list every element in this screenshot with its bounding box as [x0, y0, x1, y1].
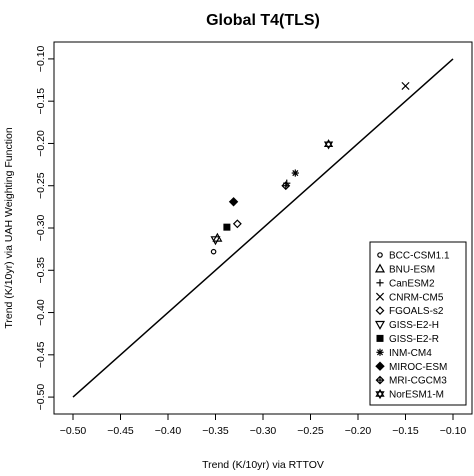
legend-label: BNU-ESM [389, 265, 435, 276]
legend-marker [374, 263, 386, 273]
y-tick-label: −0.15 [35, 88, 47, 115]
data-point [232, 219, 242, 229]
legend-marker [375, 306, 385, 316]
x-tick-label: −0.50 [60, 425, 87, 437]
data-point [401, 81, 410, 90]
x-axis-ticks: −0.50 −0.45 −0.40 −0.35 −0.30 −0.25 −0.20 −0.15… [60, 414, 467, 437]
legend-label: INM-CM4 [389, 348, 432, 359]
y-tick-label: −0.10 [35, 45, 47, 72]
legend-label: FGOALS-s2 [389, 306, 444, 317]
legend-marker [375, 292, 385, 301]
legend-box [369, 241, 467, 406]
legend-label: CanESM2 [389, 278, 435, 289]
x-tick-label: −0.25 [297, 425, 324, 437]
x-tick-label: −0.10 [440, 425, 467, 437]
legend-marker [374, 320, 386, 330]
y-axis-ticks: −0.50 −0.45 −0.40 −0.35 −0.30 −0.25 −0.20 −0.15… [35, 45, 54, 410]
data-point [210, 248, 217, 255]
legend-label: MIROC-ESM [389, 362, 447, 373]
y-tick-label: −0.25 [35, 172, 47, 199]
x-tick-label: −0.45 [107, 425, 134, 437]
one-to-one-line [72, 58, 454, 398]
x-axis-label: Trend (K/10yr) via RTTOV [202, 459, 324, 471]
y-tick-label: −0.30 [35, 215, 47, 242]
legend-label: GISS-E2-H [389, 320, 439, 331]
y-tick-label: −0.50 [35, 384, 47, 411]
y-axis-label: Trend (K/10yr) via UAH Weighting Functio… [3, 127, 15, 328]
chart-title: Global T4(TLS) [206, 12, 320, 29]
x-tick-label: −0.35 [202, 425, 229, 437]
y-tick-label: −0.45 [35, 341, 47, 368]
data-point [210, 236, 221, 246]
data-points [210, 81, 410, 255]
data-point [228, 197, 239, 207]
legend-label: NorESM1-M [389, 390, 444, 401]
x-tick-label: −0.30 [250, 425, 277, 437]
legend-marker [376, 279, 384, 287]
data-point [223, 223, 231, 231]
legend: BCC-CSM1.1 BNU-ESM CanESM2 CNRM-CM5 FGOALS-s… [369, 241, 467, 406]
x-tick-label: −0.15 [392, 425, 419, 437]
legend-label: MRI-CGCM3 [389, 376, 447, 387]
legend-label: BCC-CSM1.1 [389, 251, 450, 262]
data-point [281, 181, 291, 191]
x-tick-label: −0.40 [155, 425, 182, 437]
y-tick-label: −0.20 [35, 130, 47, 157]
data-point [323, 139, 334, 150]
legend-marker [375, 388, 385, 400]
legend-marker [375, 375, 385, 385]
legend-marker [375, 361, 385, 371]
y-tick-label: −0.40 [35, 299, 47, 326]
legend-marker [376, 348, 384, 356]
legend-label: CNRM-CM5 [389, 292, 444, 303]
legend-marker [377, 252, 383, 258]
data-point [291, 169, 299, 177]
legend-marker [376, 334, 384, 342]
y-tick-label: −0.35 [35, 257, 47, 284]
legend-label: GISS-E2-R [389, 334, 439, 345]
x-tick-label: −0.20 [345, 425, 372, 437]
